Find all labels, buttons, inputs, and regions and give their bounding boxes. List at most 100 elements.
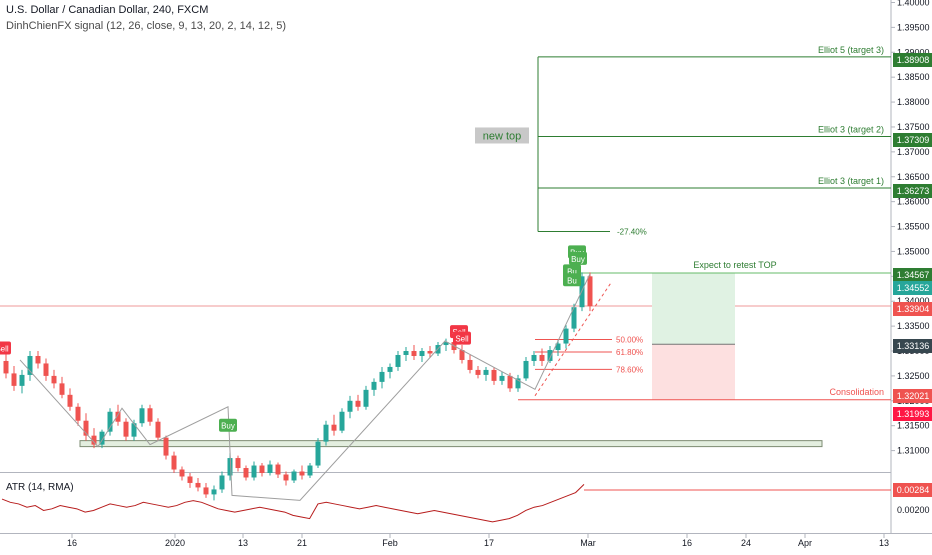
consolidation-label: Consolidation [829,387,884,397]
candle-body [371,381,377,390]
time-tick-label: 16 [67,538,77,548]
price-tick-label: 1.33500 [897,321,930,331]
candle-body [155,421,161,438]
signal-badge-sell [453,331,471,345]
atr-line [1,484,585,523]
price-tag-label: 1.37309 [897,135,930,145]
candle-body [315,441,321,466]
atr-tick-label: 0.00200 [897,505,930,515]
candle-body [27,355,33,375]
new-top-badge [475,127,529,144]
price-tag [893,133,932,147]
candle-body [331,424,337,431]
candle-body [139,408,145,424]
time-tick-label: 17 [484,538,494,548]
target-label: Elliot 3 (target 1) [818,176,884,186]
price-tag [893,389,932,403]
candle-body [259,465,265,473]
price-tick-label: 1.31500 [897,421,930,431]
candle-body [459,350,465,360]
time-tick-label: 16 [682,538,692,548]
indicator-legend[interactable]: DinhChienFX signal (12, 26, close, 9, 13… [6,20,287,32]
candle-body [531,354,537,361]
time-tick-label: Apr [798,538,812,548]
candle-body [395,354,401,367]
fib-label: 50.00% [616,336,643,345]
price-tick-label: 1.37000 [897,147,930,157]
support-zone [79,440,823,448]
price-tag-label: 1.38908 [897,55,930,65]
price-tag-label: 1.34552 [897,283,930,293]
signal-label-buy: Buy [221,422,235,431]
signal-label-sell: Sell [0,345,9,354]
price-tag [893,339,932,353]
atr-label: ATR (14, RMA) [6,482,74,493]
candle-body [195,482,201,488]
candle-body [235,458,241,469]
candle-body [363,389,369,407]
symbol-title[interactable]: U.S. Dollar / Canadian Dollar, 240, FXCM [6,4,209,16]
signal-badge-buy [563,273,581,287]
candle-body [307,465,313,476]
candle-body [347,400,353,412]
candle-body [251,465,257,478]
projection-label: -27.40% [617,228,647,237]
candle-body [179,469,185,477]
price-tag-label: 1.31993 [897,409,930,419]
price-tick-label: 1.31000 [897,446,930,456]
candle-body [275,464,281,475]
time-tick-label: Feb [382,538,398,548]
signal-label-buy: Buy [571,255,585,264]
candle-body [355,400,361,407]
candle-body [99,431,105,445]
candle-body [283,474,289,481]
candle-body [3,360,9,374]
candle-body [123,421,129,437]
candle-body [491,369,497,381]
candle-body [83,420,89,436]
price-tick-label: 1.40000 [897,0,930,7]
time-tick-label: 2020 [165,538,185,548]
candle-body [147,408,153,422]
candle-body [443,342,449,346]
candle-body [483,369,489,375]
time-tick-label: Mar [580,538,596,548]
candle-body [427,351,433,354]
candle-body [419,351,425,356]
profit-zone [652,272,735,345]
time-tick-label: 13 [879,538,889,548]
candle-body [219,475,225,490]
price-tick-label: 1.36000 [897,197,930,207]
candle-body [51,375,57,384]
price-tick-label: 1.35500 [897,222,930,232]
candle-body [323,424,329,442]
candle-body [75,406,81,421]
candle-body [115,411,121,422]
candle-body [499,375,505,381]
candle-body [403,351,409,355]
price-tick-label: 1.32500 [897,371,930,381]
fib-label: 78.60% [616,365,643,374]
candle-body [555,343,561,351]
signal-label-buy: Bu [567,267,577,276]
price-tick-label: 1.39000 [897,47,930,57]
signal-badge-sell [0,341,11,355]
candle-body [571,307,577,329]
candle-body [523,360,529,379]
price-tick-label: 1.35000 [897,246,930,256]
candle-body [107,411,113,432]
candle-body [35,355,41,364]
price-tag-label: 1.34567 [897,270,930,280]
target-label: Elliot 5 (target 3) [818,45,884,55]
candle-body [547,350,553,361]
price-tag-label: 1.32021 [897,391,930,401]
time-tick-label: 21 [297,538,307,548]
candle-body [475,369,481,375]
candle-body [339,411,345,431]
candle-body [411,351,417,356]
price-tick-label: 1.34000 [897,296,930,306]
new-top-label: new top [483,130,522,142]
candle-body [587,276,593,307]
price-tick-label: 1.38000 [897,97,930,107]
